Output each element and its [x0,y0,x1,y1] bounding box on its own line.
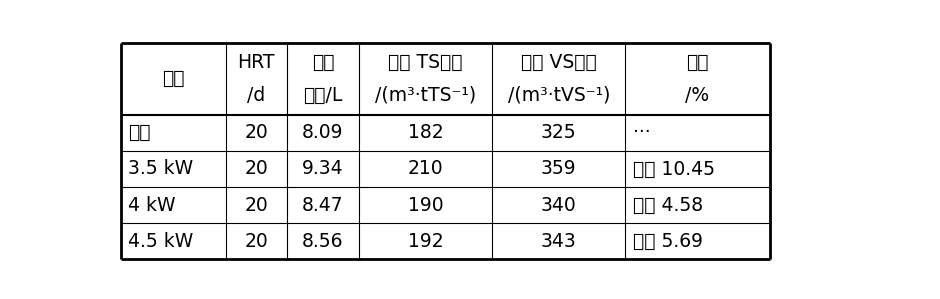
Text: 上升 5.69: 上升 5.69 [633,232,703,251]
Text: 3.5 kW: 3.5 kW [129,159,194,179]
Text: 4 kW: 4 kW [129,196,176,215]
Text: 325: 325 [541,123,576,142]
Text: 上升 10.45: 上升 10.45 [633,159,714,179]
Text: 182: 182 [408,123,444,142]
Text: /%: /% [685,86,710,105]
Text: 20: 20 [244,159,268,179]
Text: 沼气 TS产率: 沼气 TS产率 [388,53,462,72]
Text: HRT: HRT [238,53,275,72]
Text: 8.56: 8.56 [302,232,344,251]
Text: 变化: 变化 [686,53,709,72]
Text: 192: 192 [408,232,444,251]
Text: 上升 4.58: 上升 4.58 [633,196,703,215]
Text: 9.34: 9.34 [302,159,344,179]
Text: ···: ··· [633,123,650,142]
Text: 沼气: 沼气 [311,53,334,72]
Text: 8.47: 8.47 [302,196,344,215]
Text: /(m³·tVS⁻¹): /(m³·tVS⁻¹) [508,86,610,105]
Text: 产量/L: 产量/L [304,86,342,105]
Text: 340: 340 [540,196,576,215]
Text: 4.5 kW: 4.5 kW [129,232,194,251]
Text: 20: 20 [244,232,268,251]
Text: 20: 20 [244,123,268,142]
Text: 8.09: 8.09 [302,123,344,142]
Text: 组别: 组别 [162,69,184,88]
Text: 20: 20 [244,196,268,215]
Text: 210: 210 [408,159,444,179]
Text: 190: 190 [408,196,444,215]
Text: 空白: 空白 [129,123,151,142]
Text: 沼气 VS产率: 沼气 VS产率 [521,53,597,72]
Text: 343: 343 [540,232,576,251]
Text: /d: /d [247,86,265,105]
Text: /(m³·tTS⁻¹): /(m³·tTS⁻¹) [375,86,476,105]
Text: 359: 359 [541,159,576,179]
